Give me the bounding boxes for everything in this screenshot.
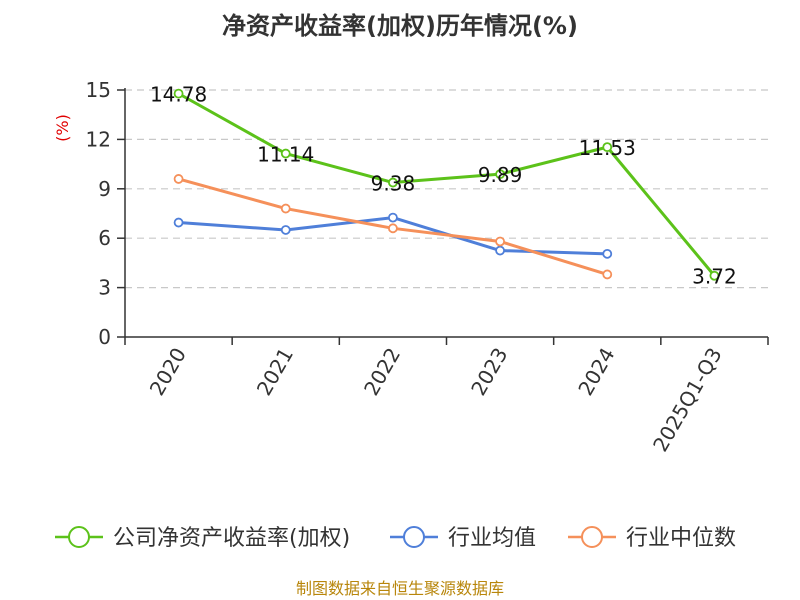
data-point	[388, 177, 398, 188]
y-tick-label: 15	[86, 78, 111, 102]
legend-marker	[68, 526, 90, 548]
x-tick-label: 2025Q1-Q3	[648, 344, 727, 456]
data-label: 11.53	[579, 136, 636, 160]
y-tick-label: 0	[98, 325, 111, 349]
data-point	[388, 212, 398, 223]
y-tick-label: 12	[86, 127, 111, 151]
data-point	[602, 142, 613, 153]
x-tick-label: 2021	[252, 344, 298, 400]
data-labels: 14.78 11.14 9.38 9.89 11.53 3.72	[150, 83, 737, 289]
x-tick-label: 2022	[359, 344, 405, 400]
axes: 0 3 6 9 12 15 2020 2021 2022 2023 2024 2025Q1-Q3	[86, 78, 769, 456]
x-tick-label: 2023	[466, 344, 512, 400]
data-point	[495, 236, 505, 247]
chart-title: 净资产收益率(加权)历年情况(%)	[222, 12, 578, 40]
data-label: 3.72	[692, 265, 737, 289]
data-point	[173, 88, 184, 99]
legend-label: 行业中位数	[626, 526, 736, 551]
legend-label: 公司净资产收益率(加权)	[113, 526, 350, 551]
legend-marker	[403, 526, 425, 548]
data-point	[173, 217, 184, 228]
series-line-1	[178, 216, 608, 256]
data-point	[280, 203, 291, 214]
data-label: 14.78	[150, 83, 207, 107]
source-note: 制图数据来自恒生聚源数据库	[296, 579, 504, 598]
data-point	[280, 148, 291, 159]
data-point	[602, 248, 613, 259]
data-point	[495, 169, 505, 180]
y-tick-label: 3	[98, 276, 111, 300]
data-point	[709, 270, 720, 281]
x-tick-label: 2024	[573, 344, 619, 400]
data-point	[173, 174, 184, 184]
data-point	[388, 223, 398, 234]
data-label: 9.89	[478, 163, 523, 187]
data-point	[280, 225, 291, 235]
data-label: 11.14	[257, 143, 314, 167]
y-axis-label: (%)	[53, 114, 72, 142]
series-group	[173, 88, 720, 281]
grid	[125, 89, 768, 289]
data-label: 9.38	[371, 172, 416, 196]
y-tick-label: 6	[98, 226, 111, 250]
legend-label: 行业均值	[448, 526, 536, 551]
series-line-0	[177, 92, 716, 277]
legend-marker	[581, 526, 603, 548]
data-point	[602, 269, 613, 280]
x-tick-label: 2020	[145, 344, 191, 400]
y-tick-label: 9	[98, 177, 111, 201]
data-point	[495, 245, 505, 256]
legend: 公司净资产收益率(加权) 行业均值 行业中位数	[55, 526, 736, 551]
